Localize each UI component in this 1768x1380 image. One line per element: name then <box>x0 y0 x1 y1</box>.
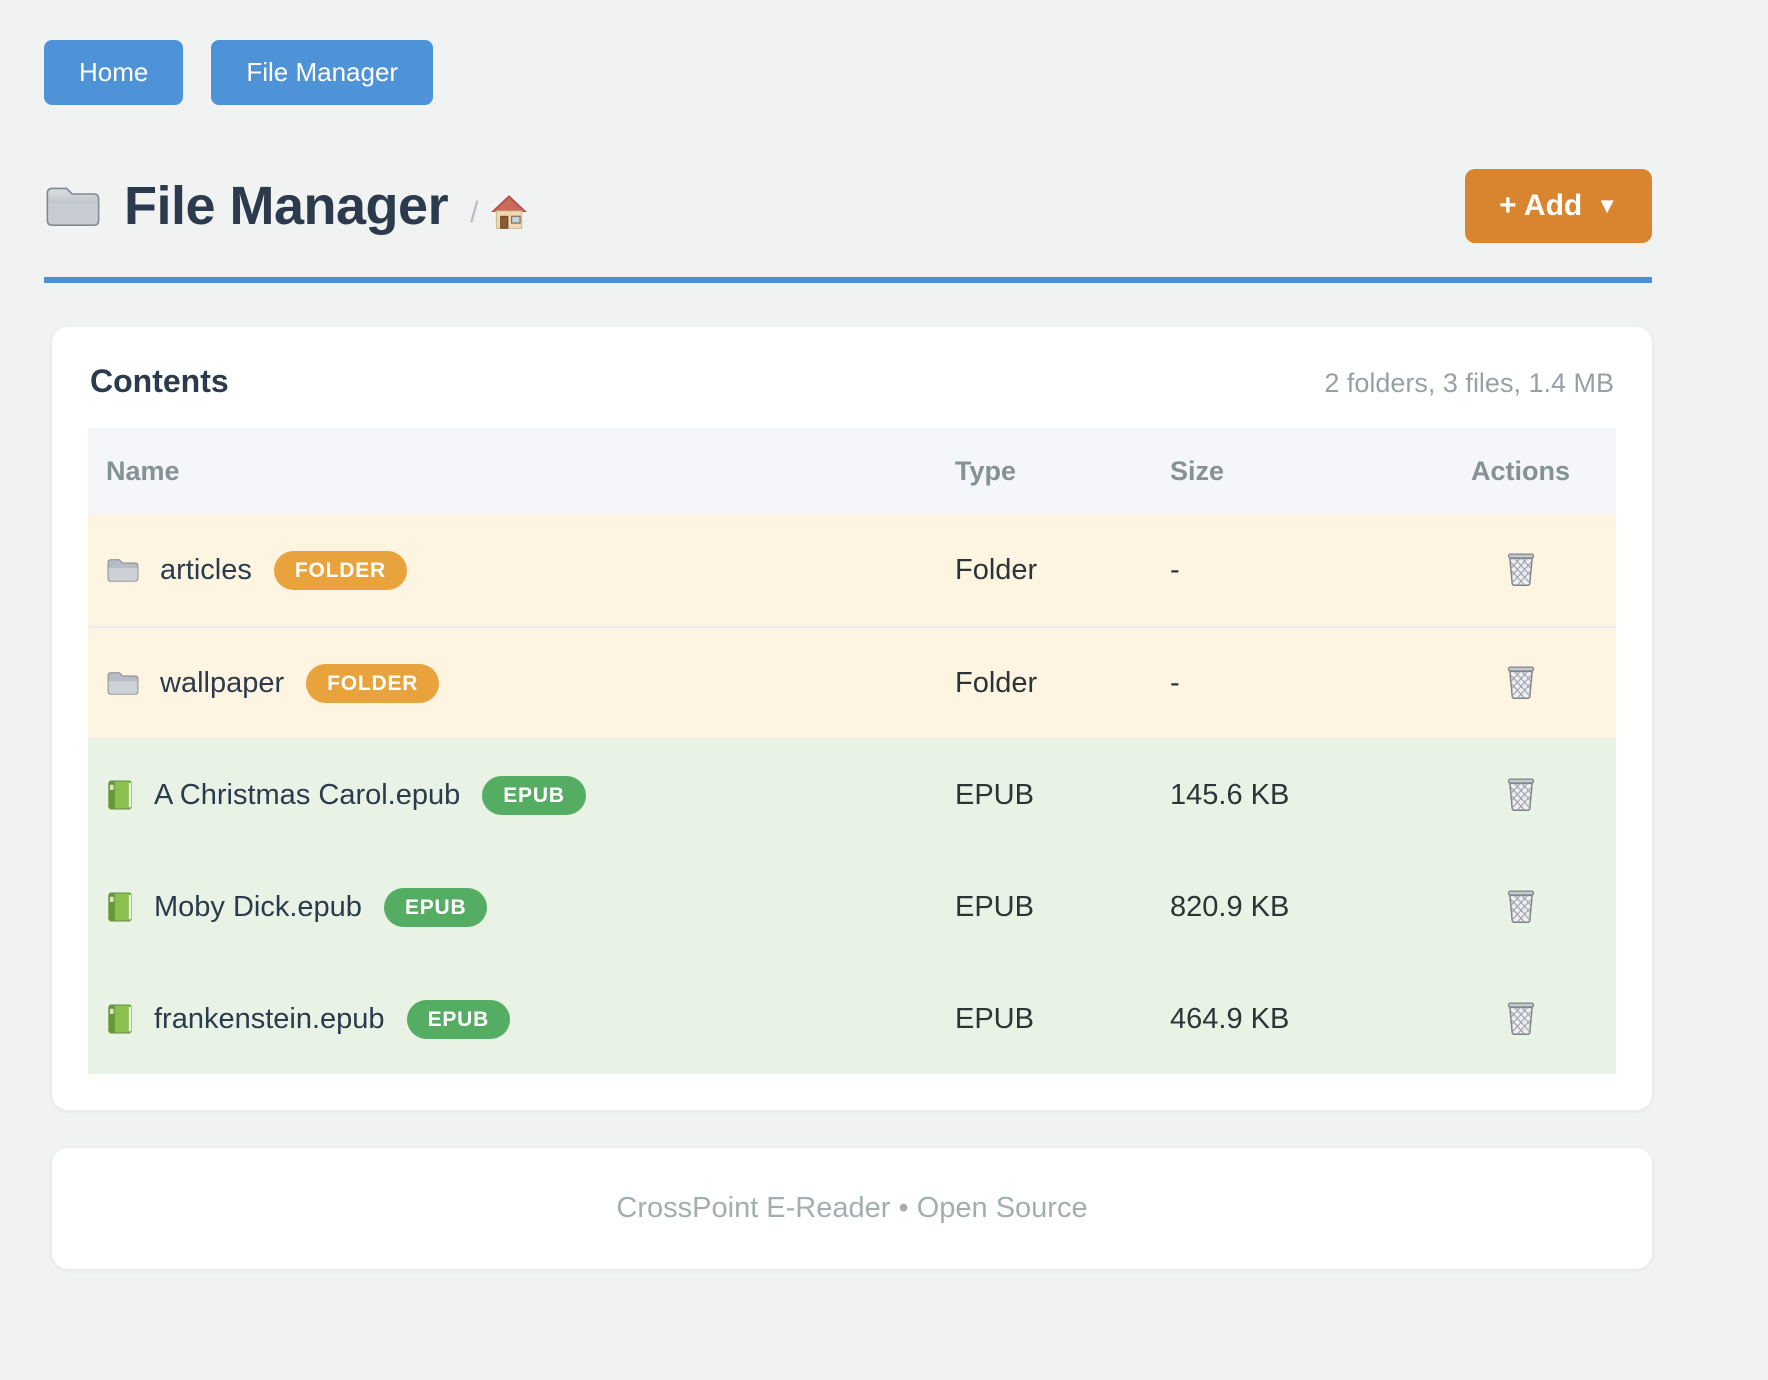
trash-icon <box>1505 551 1537 590</box>
type-cell: EPUB <box>955 890 1034 923</box>
breadcrumb-separator: / <box>470 196 479 229</box>
footer-text: CrossPoint E-Reader • Open Source <box>616 1192 1088 1224</box>
top-nav: Home File Manager <box>44 40 1652 105</box>
table-row[interactable]: Moby Dick.epub EPUB EPUB 820.9 KB <box>88 850 1616 962</box>
file-name[interactable]: A Christmas Carol.epub <box>154 778 461 811</box>
type-badge: FOLDER <box>273 550 407 590</box>
table-row[interactable]: wallpaper FOLDER Folder - <box>88 626 1616 738</box>
contents-summary: 2 folders, 3 files, 1.4 MB <box>1324 368 1614 398</box>
folder-icon <box>44 182 102 230</box>
size-cell: 464.9 KB <box>1170 1002 1290 1035</box>
actions-cell <box>1425 660 1616 707</box>
page-header: File Manager / + Add ▼ <box>44 169 1652 243</box>
column-header-type: Type <box>955 455 1017 486</box>
file-name[interactable]: articles <box>160 553 252 586</box>
table-row[interactable]: A Christmas Carol.epub EPUB EPUB 145.6 K… <box>88 738 1616 850</box>
title-group: File Manager / <box>44 175 528 237</box>
type-badge: EPUB <box>482 775 586 815</box>
name-cell: Moby Dick.epub EPUB <box>88 887 955 927</box>
book-icon <box>106 1003 134 1035</box>
page: Home File Manager File Manager / <box>44 40 1652 1269</box>
delete-button[interactable] <box>1501 996 1541 1043</box>
nav-home-button[interactable]: Home <box>44 40 184 105</box>
file-name[interactable]: Moby Dick.epub <box>154 890 362 923</box>
trash-icon <box>1505 776 1537 815</box>
name-cell: articles FOLDER <box>88 550 955 590</box>
size-cell: 145.6 KB <box>1170 778 1290 811</box>
page-title: File Manager <box>124 176 449 236</box>
folder-icon <box>106 556 140 584</box>
file-table: Name Type Size Actions <box>88 428 1616 1074</box>
type-badge: FOLDER <box>306 663 440 703</box>
folder-icon <box>106 669 140 697</box>
nav-file-manager-button[interactable]: File Manager <box>211 40 434 105</box>
add-button[interactable]: + Add ▼ <box>1465 169 1652 243</box>
name-cell: frankenstein.epub EPUB <box>88 999 955 1039</box>
type-cell: EPUB <box>955 778 1034 811</box>
size-cell: - <box>1170 666 1180 699</box>
column-header-name: Name <box>106 455 180 486</box>
actions-cell <box>1425 996 1616 1043</box>
column-header-actions: Actions <box>1470 455 1570 486</box>
chevron-down-icon: ▼ <box>1596 193 1618 218</box>
table-body: articles FOLDER Folder - <box>88 514 1616 1074</box>
book-icon <box>106 779 134 811</box>
trash-icon <box>1505 1000 1537 1039</box>
name-cell: A Christmas Carol.epub EPUB <box>88 775 955 815</box>
contents-card-header: Contents 2 folders, 3 files, 1.4 MB <box>88 363 1616 400</box>
size-cell: 820.9 KB <box>1170 890 1290 923</box>
table-row[interactable]: frankenstein.epub EPUB EPUB 464.9 KB <box>88 962 1616 1074</box>
delete-button[interactable] <box>1501 772 1541 819</box>
column-header-size: Size <box>1170 455 1225 486</box>
home-icon[interactable] <box>490 194 528 230</box>
actions-cell <box>1425 772 1616 819</box>
actions-cell <box>1425 884 1616 931</box>
delete-button[interactable] <box>1501 547 1541 594</box>
header-divider <box>44 277 1652 283</box>
delete-button[interactable] <box>1501 884 1541 931</box>
contents-card: Contents 2 folders, 3 files, 1.4 MB Name… <box>52 327 1652 1110</box>
name-cell: wallpaper FOLDER <box>88 663 955 703</box>
type-cell: EPUB <box>955 1002 1034 1035</box>
add-button-label: + Add <box>1499 189 1583 222</box>
actions-cell <box>1425 547 1616 594</box>
trash-icon <box>1505 664 1537 703</box>
file-name[interactable]: frankenstein.epub <box>154 1002 385 1035</box>
type-badge: EPUB <box>406 999 511 1039</box>
contents-title: Contents <box>90 363 229 399</box>
book-icon <box>106 891 134 923</box>
type-cell: Folder <box>955 666 1038 699</box>
type-badge: EPUB <box>383 887 488 927</box>
table-header-row: Name Type Size Actions <box>88 428 1616 514</box>
table-row[interactable]: articles FOLDER Folder - <box>88 514 1616 626</box>
type-cell: Folder <box>955 553 1038 586</box>
trash-icon <box>1505 888 1537 927</box>
footer-card: CrossPoint E-Reader • Open Source <box>52 1148 1652 1269</box>
file-name[interactable]: wallpaper <box>160 666 285 699</box>
delete-button[interactable] <box>1501 660 1541 707</box>
size-cell: - <box>1170 553 1180 586</box>
